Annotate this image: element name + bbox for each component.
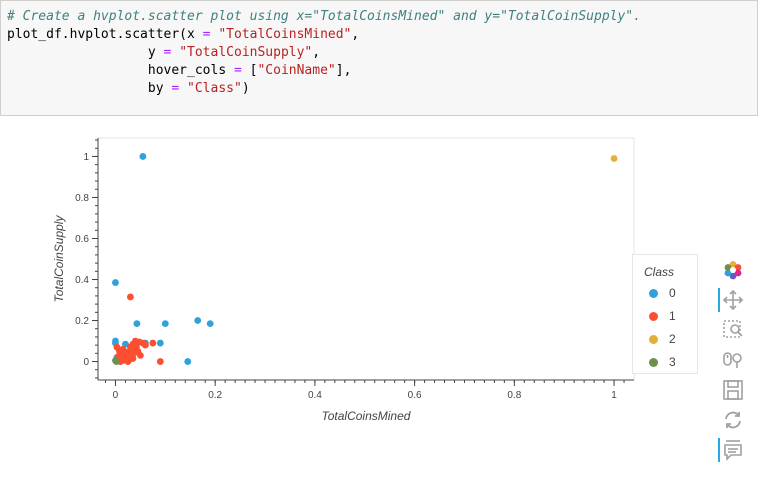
- data-point-class-0: [112, 279, 119, 286]
- code-line-y: y = "TotalCoinSupply",: [7, 45, 321, 60]
- x-axis-label: TotalCoinsMined: [322, 409, 411, 423]
- legend-marker: [649, 335, 658, 344]
- data-points: [112, 153, 618, 365]
- data-point-class-0: [133, 320, 141, 328]
- y-tick-label: 1: [83, 152, 89, 163]
- y-axis: 0 0.2 0.4 0.6 0.8 1: [75, 138, 99, 380]
- x-tick-label: 0: [113, 390, 119, 401]
- code-line-by: by = "Class"): [7, 81, 250, 96]
- hover-icon[interactable]: [718, 438, 745, 462]
- box-zoom-icon[interactable]: [721, 318, 745, 342]
- data-point-class-0: [156, 339, 164, 347]
- legend-label: 3: [669, 355, 676, 369]
- reset-icon[interactable]: [721, 408, 745, 432]
- code-line-hover: hover_cols = ["CoinName"],: [7, 63, 352, 78]
- data-point-class-1: [127, 293, 134, 301]
- y-tick-label: 0.6: [75, 234, 89, 245]
- data-point-class-2: [610, 155, 618, 162]
- data-point-class-1: [136, 351, 144, 359]
- data-point-class-0: [122, 340, 129, 348]
- save-icon[interactable]: [721, 378, 745, 402]
- y-tick-label: 0.8: [75, 193, 89, 204]
- plot-frame: [97, 137, 635, 381]
- y-axis-label: TotalCoinSupply: [52, 215, 66, 303]
- legend-label: 0: [669, 286, 676, 300]
- x-tick-label: 0.2: [208, 390, 222, 401]
- legend-item-class-1[interactable]: 1: [649, 308, 693, 326]
- code-cell[interactable]: # Create a hvplot.scatter plot using x="…: [0, 0, 758, 116]
- code-editor[interactable]: # Create a hvplot.scatter plot using x="…: [7, 8, 641, 98]
- data-point-class-1: [156, 358, 164, 365]
- bokeh-logo-icon[interactable]: [721, 258, 745, 282]
- plot-toolbar: [717, 258, 747, 478]
- data-point-class-1: [149, 339, 157, 347]
- pan-icon[interactable]: [718, 288, 745, 312]
- code-comment: # Create a hvplot.scatter plot using x="…: [7, 9, 641, 24]
- legend-title: Class: [644, 265, 675, 279]
- data-point-class-0: [194, 317, 202, 324]
- x-tick-label: 0.8: [507, 390, 521, 401]
- wheel-zoom-icon[interactable]: [721, 348, 745, 372]
- data-point-class-1: [124, 358, 132, 365]
- data-point-class-0: [184, 358, 192, 365]
- y-tick-label: 0: [83, 357, 89, 368]
- y-tick-label: 0.4: [75, 275, 89, 286]
- scatter-plot[interactable]: 0 0.2 0.4 0.6 0.8 1 0 0.2 0.4 0.6 0.8 1 TotalCoins…: [0, 124, 760, 462]
- legend: Class 0 1 2 3: [632, 254, 698, 374]
- data-point-class-0: [139, 153, 147, 160]
- code-line-call: plot_df.hvplot.scatter(x = "TotalCoinsMi…: [7, 27, 360, 42]
- scatter-plot-svg: 0 0.2 0.4 0.6 0.8 1 0 0.2 0.4 0.6 0.8 1 TotalCoins…: [52, 137, 635, 423]
- x-tick-label: 0.4: [308, 390, 322, 401]
- data-point-class-0: [161, 320, 169, 328]
- legend-marker: [649, 312, 658, 321]
- legend-item-class-2[interactable]: 2: [649, 331, 693, 349]
- data-point-class-0: [206, 320, 214, 328]
- legend-item-class-0[interactable]: 0: [649, 285, 693, 303]
- legend-label: 1: [669, 309, 676, 323]
- x-axis: 0 0.2 0.4 0.6 0.8 1: [98, 379, 634, 401]
- legend-marker: [649, 358, 658, 367]
- legend-marker: [649, 289, 658, 298]
- data-point-class-3: [113, 358, 120, 365]
- legend-item-class-3[interactable]: 3: [649, 354, 693, 372]
- y-tick-label: 0.2: [75, 316, 89, 327]
- data-point-class-1: [141, 341, 149, 349]
- data-point-class-1: [129, 355, 137, 362]
- legend-label: 2: [669, 332, 676, 346]
- x-tick-label: 0.6: [408, 390, 422, 401]
- x-tick-label: 1: [611, 390, 617, 401]
